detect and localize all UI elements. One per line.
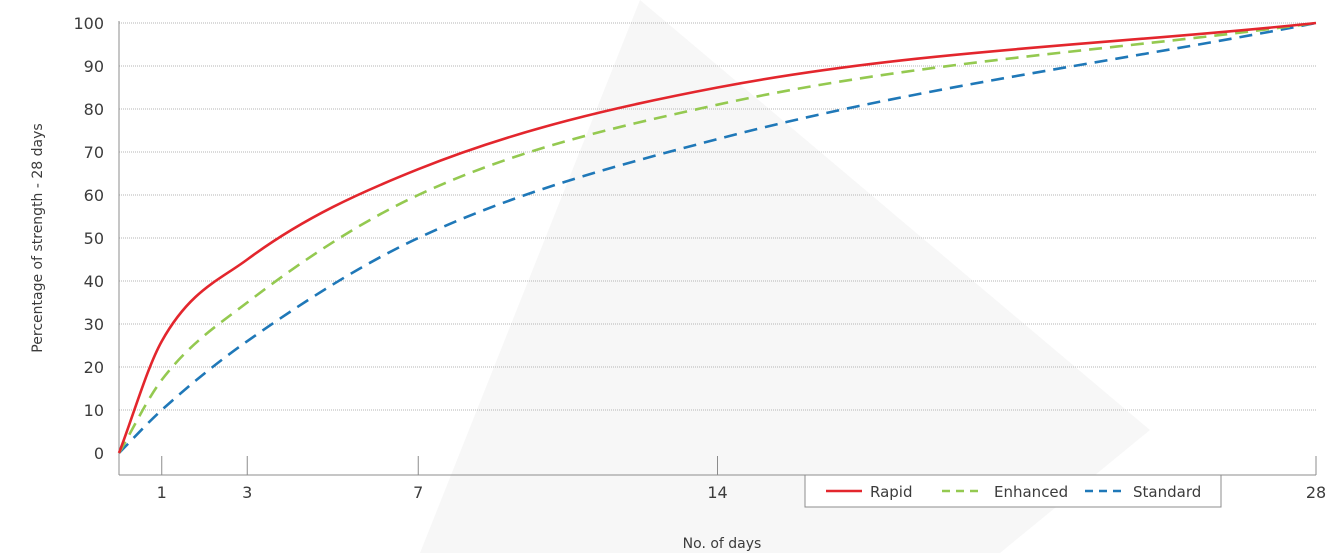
series-line-rapid (117, 21, 1317, 454)
y-tick-label: 80 (84, 100, 104, 119)
y-tick-label: 70 (84, 143, 104, 162)
legend-label-enhanced: Enhanced (994, 483, 1068, 501)
x-tick-label: 3 (242, 483, 252, 502)
x-tick-label: 14 (707, 483, 727, 502)
legend-label-standard: Standard (1133, 483, 1201, 501)
x-tick-label: 28 (1306, 483, 1326, 502)
legend-box (804, 474, 1222, 508)
x-tick-label: 7 (413, 483, 423, 502)
y-tick-label: 100 (73, 14, 104, 33)
y-tick-label: 60 (84, 186, 104, 205)
y-tick-label: 30 (84, 315, 104, 334)
y-tick-label: 90 (84, 57, 104, 76)
legend: Rapid Enhanced Standard (804, 474, 1222, 508)
y-tick-label: 40 (84, 272, 104, 291)
series-lines (117, 21, 1317, 454)
series-line-standard (118, 21, 1317, 454)
background-watermark-cut (695, 40, 1010, 230)
series-line-enhanced (117, 21, 1317, 454)
background-watermark (420, 0, 1150, 553)
y-tick-label: 20 (84, 358, 104, 377)
legend-label-rapid: Rapid (870, 483, 913, 501)
grid-lines (119, 22, 1316, 411)
y-tick-label: 50 (84, 229, 104, 248)
x-axis-title: No. of days (683, 536, 762, 552)
y-axis-title: Percentage of strength - 28 days (30, 123, 46, 352)
axes: 0 10 20 30 40 50 60 70 80 90 100 1 3 7 14 28 (73, 14, 1326, 502)
y-tick-label: 10 (84, 401, 104, 420)
y-tick-label: 0 (94, 444, 104, 463)
x-tick-label: 1 (157, 483, 167, 502)
